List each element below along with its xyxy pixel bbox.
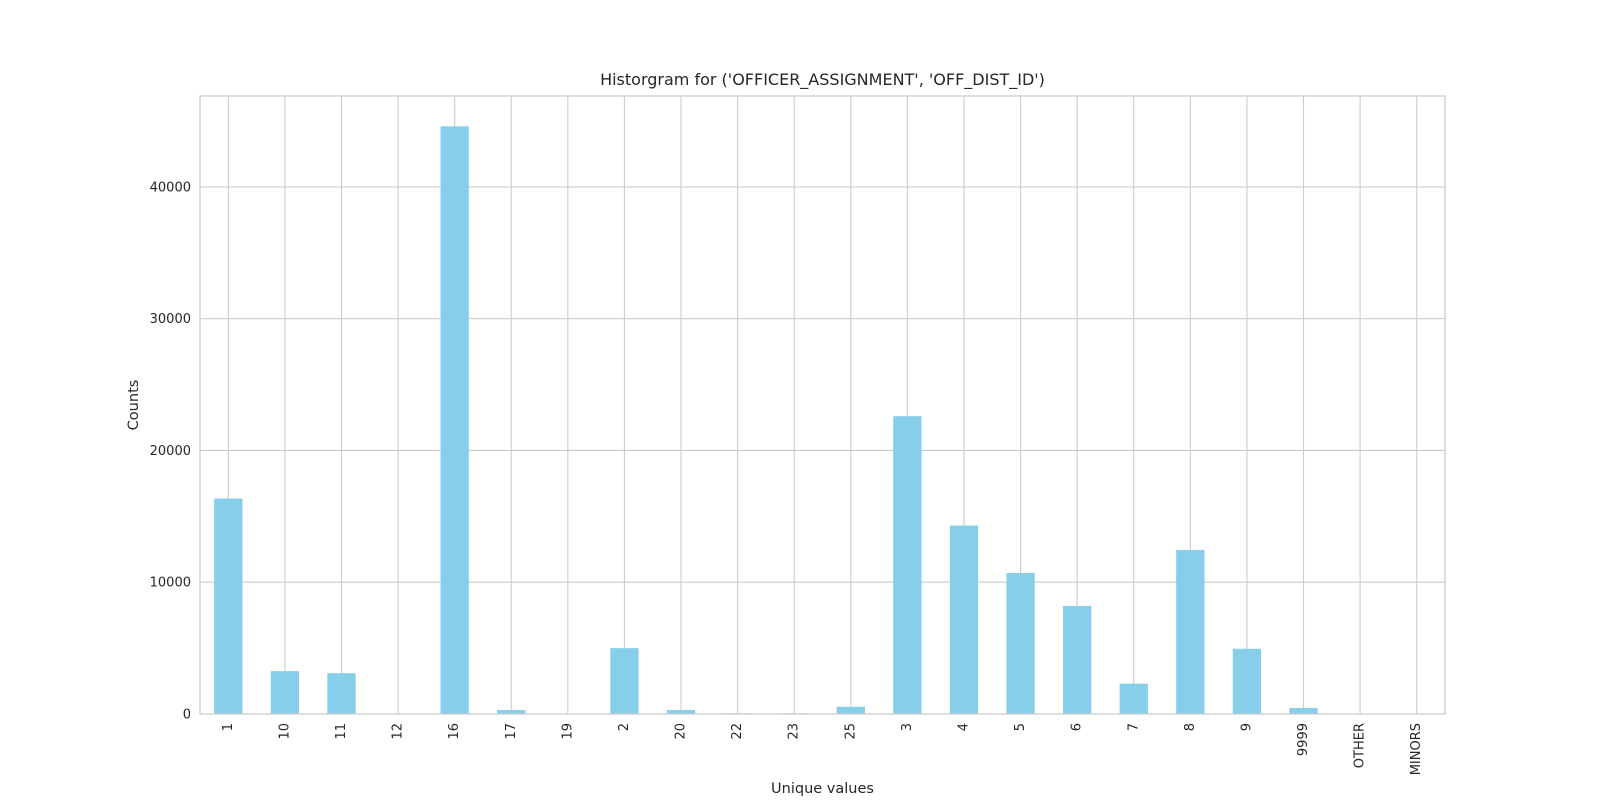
x-tick-label-5: 5 — [1013, 723, 1028, 731]
bar-9 — [1232, 648, 1262, 714]
x-tick-label-4: 4 — [956, 723, 971, 731]
bars — [214, 126, 1318, 715]
y-tick-label: 30000 — [150, 312, 191, 327]
plot-frame — [199, 95, 1446, 715]
x-tick-label-MINORS: MINORS — [1409, 723, 1424, 775]
bar-5 — [1006, 573, 1035, 714]
bar-7 — [1119, 683, 1148, 714]
x-tick-labels: 1 10 11 12 16 17 19 2 20 22 23 25 3 4 5 6 7 8 9 9999 OTHER MI… — [221, 723, 1424, 775]
bar-16 — [440, 126, 469, 715]
bar-4 — [949, 525, 979, 714]
x-tick-label-17: 17 — [504, 723, 519, 740]
x-tick-label-11: 11 — [334, 723, 349, 740]
x-tick-label-OTHER: OTHER — [1353, 723, 1368, 768]
x-tick-label-23: 23 — [787, 723, 802, 740]
x-tick-label-25: 25 — [843, 723, 858, 740]
x-tick-label-19: 19 — [560, 723, 575, 740]
x-tick-label-7: 7 — [1126, 723, 1141, 731]
y-tick-label: 10000 — [150, 576, 191, 591]
bar-8 — [1176, 549, 1205, 714]
x-tick-label-22: 22 — [730, 723, 745, 740]
y-axis-label: Counts — [126, 380, 142, 431]
x-tick-label-16: 16 — [447, 723, 462, 740]
x-tick-label-2: 2 — [617, 723, 632, 731]
x-tick-label-20: 20 — [674, 723, 689, 740]
x-tick-label-12: 12 — [391, 723, 406, 740]
y-tick-labels: 0 10000 20000 30000 40000 — [150, 180, 191, 722]
x-tick-label-9999: 9999 — [1296, 723, 1311, 756]
x-tick-label-10: 10 — [277, 723, 292, 740]
bar-25 — [836, 706, 865, 714]
y-tick-label: 20000 — [150, 444, 191, 459]
bar-9999 — [1289, 708, 1318, 714]
x-axis-label: Unique values — [771, 781, 874, 797]
bar-2 — [610, 648, 639, 714]
bar-6 — [1063, 605, 1092, 714]
bar-17 — [497, 710, 526, 714]
bar-20 — [666, 710, 696, 714]
x-tick-label-6: 6 — [1070, 723, 1085, 731]
bar-10 — [270, 671, 300, 714]
chart-title: Historgram for ('OFFICER_ASSIGNMENT', 'O… — [600, 70, 1045, 90]
x-tick-label-9: 9 — [1239, 723, 1254, 731]
x-tick-label-3: 3 — [900, 723, 915, 731]
bar-11 — [327, 673, 356, 714]
x-tick-label-1: 1 — [221, 723, 236, 731]
bar-3 — [893, 416, 922, 714]
grid-lines — [200, 96, 1445, 715]
y-tick-label: 0 — [183, 708, 191, 723]
bar-1 — [214, 498, 243, 714]
x-tick-label-8: 8 — [1183, 723, 1198, 731]
y-tick-label: 40000 — [150, 180, 191, 195]
